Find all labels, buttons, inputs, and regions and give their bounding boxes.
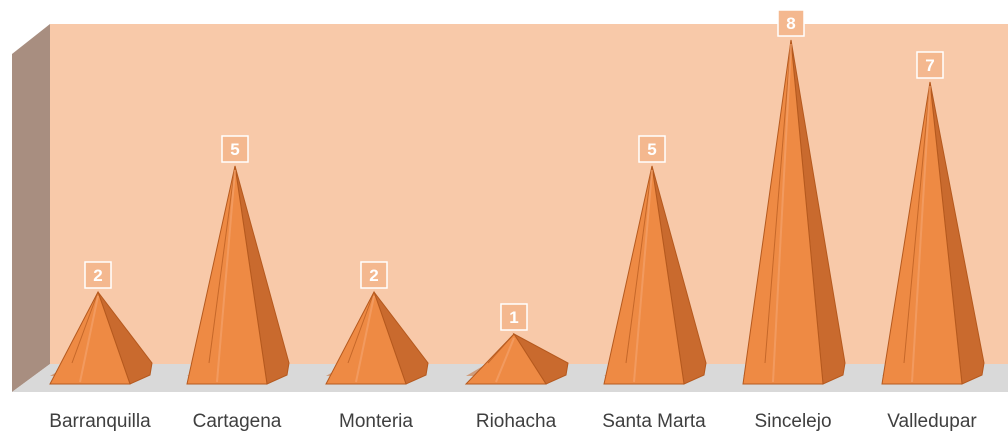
data-label-value: 8 <box>786 14 795 33</box>
category-label-sincelejo: Sincelejo <box>754 411 831 432</box>
category-label-riohacha: Riohacha <box>476 411 557 432</box>
category-label-santa-marta: Santa Marta <box>602 411 706 432</box>
category-label-barranquilla: Barranquilla <box>49 411 151 432</box>
pyramid-monteria <box>325 290 429 385</box>
data-label-riohacha: 1 <box>500 303 528 331</box>
pyramid-barranquilla <box>49 290 153 385</box>
data-label-value: 2 <box>369 266 378 285</box>
data-label-value: 1 <box>509 308 518 327</box>
data-label-box <box>221 135 249 163</box>
data-label-box <box>360 261 388 289</box>
pyramid-valledupar <box>881 81 985 385</box>
data-label-value: 2 <box>93 266 102 285</box>
chart-back-wall <box>50 24 1008 364</box>
data-label-monteria: 2 <box>360 261 388 289</box>
data-label-value: 5 <box>647 140 656 159</box>
data-label-valledupar: 7 <box>916 51 944 79</box>
data-label-value: 7 <box>925 56 934 75</box>
data-label-sincelejo: 8 <box>777 9 805 37</box>
data-label-cartagena: 5 <box>221 135 249 163</box>
pyramid-sincelejo <box>742 39 846 385</box>
pyramid-riohacha <box>464 332 569 385</box>
data-label-barranquilla: 2 <box>84 261 112 289</box>
data-label-box <box>638 135 666 163</box>
data-label-santa-marta: 5 <box>638 135 666 163</box>
chart-marks: 2 5 2 1 5 8 7 <box>49 9 985 385</box>
pyramid-santa-marta <box>603 165 707 385</box>
data-label-box <box>777 9 805 37</box>
data-label-box <box>500 303 528 331</box>
category-label-cartagena: Cartagena <box>193 411 282 432</box>
chart-side-wall <box>12 24 50 392</box>
category-label-monteria: Monteria <box>339 411 413 432</box>
data-label-value: 5 <box>230 140 239 159</box>
chart-category-axis: Barranquilla Cartagena Monteria Riohacha San… <box>49 411 977 432</box>
data-label-box <box>916 51 944 79</box>
category-label-valledupar: Valledupar <box>887 411 977 432</box>
pyramid-cartagena <box>186 165 290 385</box>
data-label-box <box>84 261 112 289</box>
